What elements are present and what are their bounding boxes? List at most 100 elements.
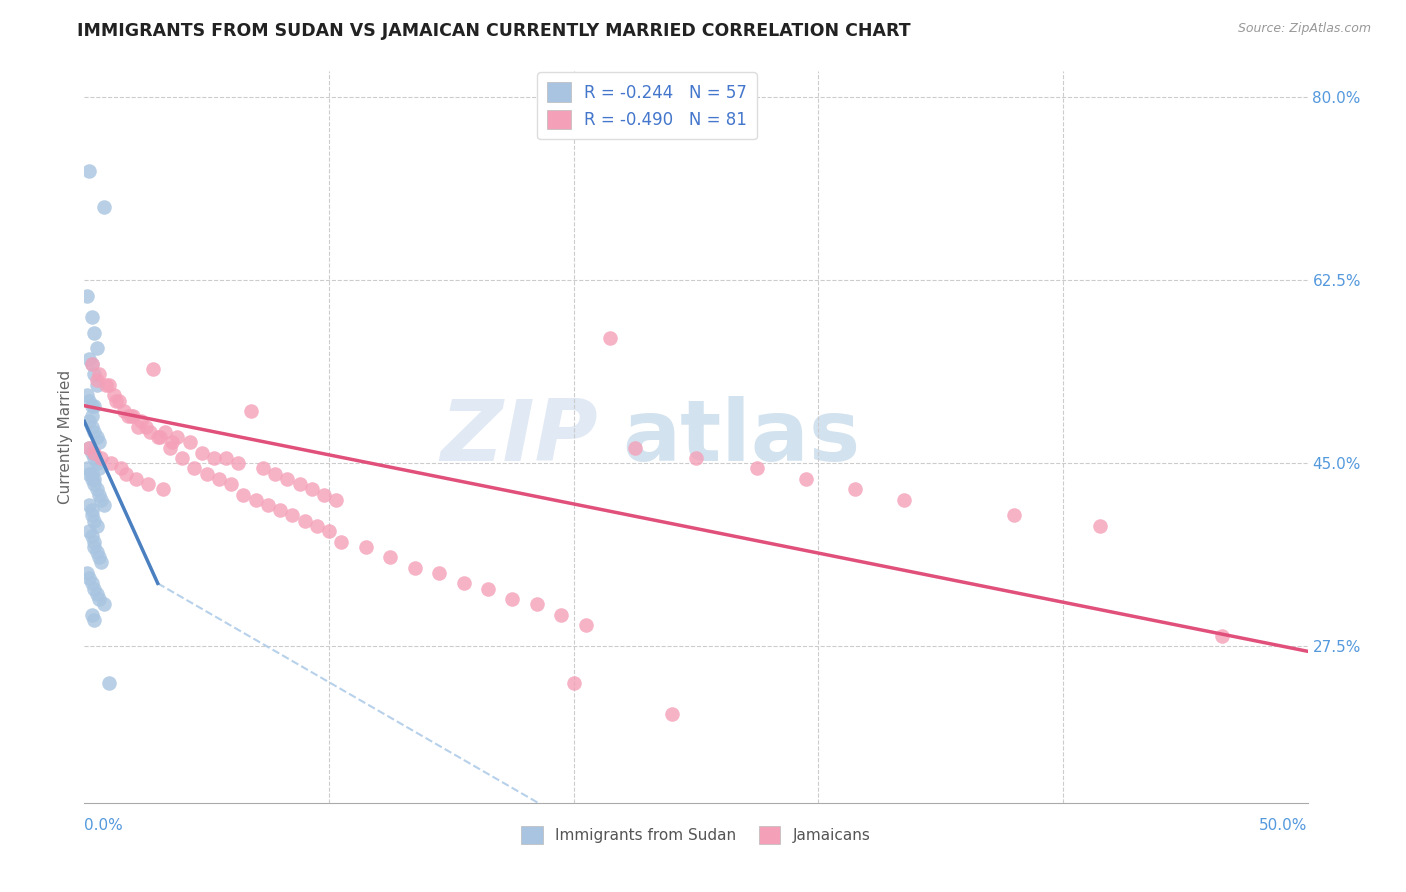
Point	[86, 430, 108, 444]
Text: 50.0%: 50.0%	[1260, 819, 1308, 833]
Point	[325, 492, 347, 507]
Point	[80, 357, 103, 371]
Point	[90, 492, 112, 507]
Point	[149, 430, 172, 444]
Point	[76, 461, 98, 475]
Point	[117, 409, 139, 424]
Point	[112, 404, 135, 418]
Point	[624, 441, 647, 455]
Point	[86, 341, 108, 355]
Point	[77, 393, 100, 408]
Point	[191, 446, 214, 460]
Point	[599, 331, 621, 345]
Point	[86, 377, 108, 392]
Point	[318, 524, 340, 538]
Point	[685, 450, 707, 465]
Point	[288, 477, 311, 491]
Point	[87, 592, 110, 607]
Point	[502, 592, 524, 607]
Point	[100, 456, 122, 470]
Point	[86, 483, 108, 497]
Point	[893, 492, 915, 507]
Point	[844, 483, 866, 497]
Point	[90, 556, 112, 570]
Point	[107, 393, 129, 408]
Point	[93, 200, 115, 214]
Point	[77, 351, 100, 366]
Point	[77, 414, 100, 428]
Point	[661, 706, 683, 721]
Point	[93, 498, 115, 512]
Point	[83, 425, 105, 439]
Point	[1088, 519, 1111, 533]
Point	[83, 613, 105, 627]
Legend: Immigrants from Sudan, Jamaicans: Immigrants from Sudan, Jamaicans	[515, 820, 877, 850]
Point	[179, 435, 201, 450]
Point	[135, 419, 157, 434]
Point	[427, 566, 450, 580]
Point	[83, 514, 105, 528]
Text: ZIP: ZIP	[440, 395, 598, 479]
Point	[129, 414, 152, 428]
Point	[83, 368, 105, 382]
Point	[103, 388, 125, 402]
Point	[228, 456, 250, 470]
Point	[86, 545, 108, 559]
Point	[80, 467, 103, 481]
Point	[76, 566, 98, 580]
Point	[245, 492, 267, 507]
Point	[80, 419, 103, 434]
Point	[575, 618, 598, 632]
Point	[550, 607, 572, 622]
Point	[77, 571, 100, 585]
Point	[86, 587, 108, 601]
Point	[305, 519, 328, 533]
Point	[162, 435, 184, 450]
Point	[257, 498, 280, 512]
Point	[269, 503, 291, 517]
Text: Source: ZipAtlas.com: Source: ZipAtlas.com	[1237, 22, 1371, 36]
Point	[80, 357, 103, 371]
Point	[80, 409, 103, 424]
Point	[80, 576, 103, 591]
Point	[252, 461, 274, 475]
Point	[80, 446, 103, 460]
Point	[97, 675, 120, 690]
Point	[264, 467, 287, 481]
Point	[526, 597, 548, 611]
Point	[87, 550, 110, 565]
Point	[110, 461, 132, 475]
Point	[477, 582, 499, 596]
Point	[83, 326, 105, 340]
Point	[83, 450, 105, 465]
Point	[404, 560, 426, 574]
Point	[80, 503, 103, 517]
Point	[354, 540, 377, 554]
Point	[146, 430, 169, 444]
Point	[794, 472, 817, 486]
Point	[294, 514, 316, 528]
Point	[1211, 629, 1233, 643]
Point	[86, 456, 108, 470]
Point	[90, 450, 112, 465]
Point	[172, 450, 194, 465]
Point	[139, 425, 162, 439]
Point	[122, 409, 145, 424]
Point	[136, 477, 159, 491]
Point	[87, 487, 110, 501]
Point	[87, 435, 110, 450]
Point	[314, 487, 336, 501]
Point	[86, 373, 108, 387]
Point	[239, 404, 262, 418]
Point	[83, 477, 105, 491]
Point	[1002, 508, 1025, 523]
Point	[83, 446, 105, 460]
Point	[77, 498, 100, 512]
Point	[80, 399, 103, 413]
Text: 0.0%: 0.0%	[84, 819, 124, 833]
Point	[120, 409, 142, 424]
Point	[159, 441, 181, 455]
Point	[80, 529, 103, 543]
Point	[83, 582, 105, 596]
Point	[80, 508, 103, 523]
